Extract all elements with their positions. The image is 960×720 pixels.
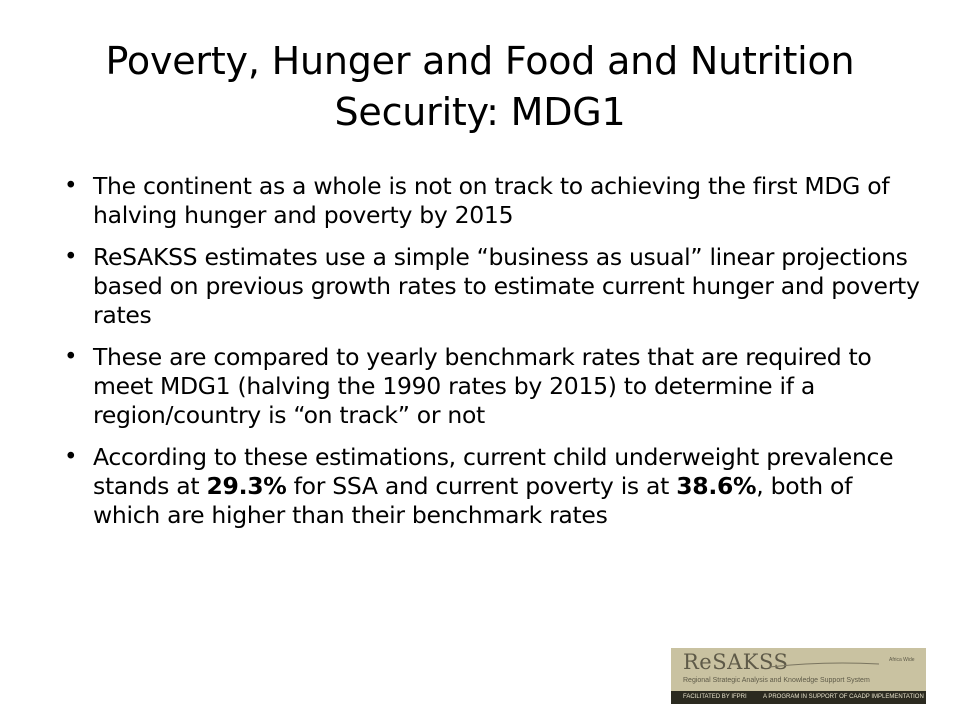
logo-tagline: Regional Strategic Analysis and Knowledg… [683,677,870,684]
bullet-list: • The continent as a whole is not on tra… [64,172,920,543]
logo-program: A PROGRAM IN SUPPORT OF CAADP IMPLEMENTA… [763,694,924,700]
bullet-text: According to these estimations, current … [93,443,894,529]
bullet-text-part: According to these estimations, current … [93,443,894,500]
logo-swoosh-icon [769,662,879,668]
bullet-text: These are compared to yearly benchmark r… [93,343,872,429]
resakss-logo: ReSAKSS Africa Wide Regional Strategic A… [671,648,926,704]
bullet-item-on-track: • The continent as a whole is not on tra… [64,172,920,230]
bullet-item-current-rates: • According to these estimations, curren… [64,443,920,530]
bullet-marker: • [64,344,78,370]
bullet-marker: • [64,173,78,199]
bullet-text-part: for SSA and current poverty is at [286,472,677,500]
logo-wordmark: ReSAKSS [683,650,789,674]
poverty-rate-value: 38.6% [676,472,757,500]
bullet-item-estimates: • ReSAKSS estimates use a simple “busine… [64,243,920,330]
bullet-text: ReSAKSS estimates use a simple “business… [93,243,920,329]
bullet-text: The continent as a whole is not on track… [93,172,890,229]
bullet-text-part: , both of which are higher than their be… [93,472,853,529]
slide-title: Poverty, Hunger and Food and Nutrition S… [105,39,855,134]
bullet-marker: • [64,244,78,270]
logo-footer-bar: FACILITATED BY IFPRI A PROGRAM IN SUPPOR… [671,691,926,704]
logo-facilitated-by: FACILITATED BY IFPRI [683,694,747,700]
bullet-marker: • [64,444,78,470]
logo-scope: Africa Wide [889,657,915,663]
bullet-item-benchmarks: • These are compared to yearly benchmark… [64,343,920,430]
underweight-rate-value: 29.3% [206,472,287,500]
